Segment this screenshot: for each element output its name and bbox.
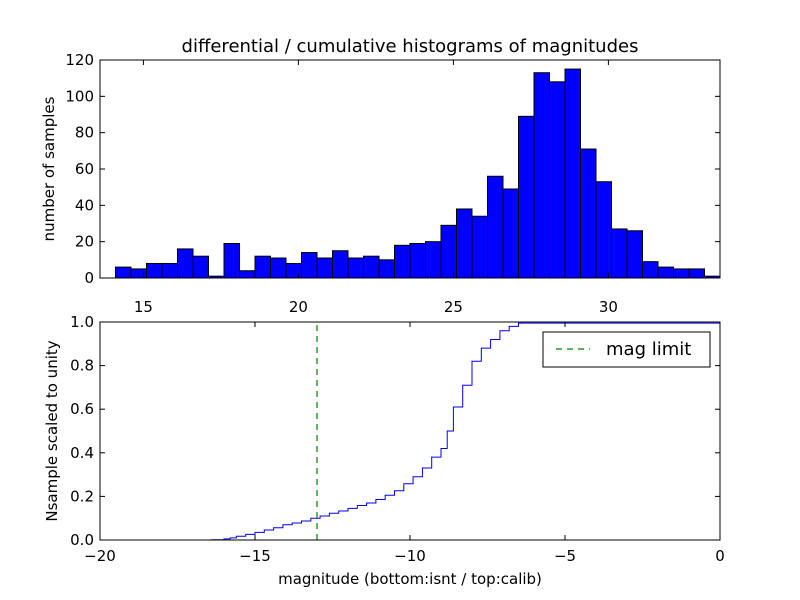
histogram-bar-2	[146, 262, 163, 279]
histogram-bar-14	[332, 250, 349, 279]
histogram-bar-13	[316, 257, 333, 279]
histogram-bar-33	[626, 230, 643, 279]
histogram-y-tick-label: 80	[75, 124, 94, 142]
histogram-bar-35	[657, 266, 674, 279]
histogram-bar-18	[394, 244, 411, 279]
histogram-bar-10	[270, 257, 287, 279]
cumulative-x-tick-label: −5	[554, 547, 576, 565]
cumulative-x-tick-label: −15	[239, 547, 271, 565]
histogram-y-ticks: 0 20 40 60 80 100 120	[65, 51, 720, 287]
histogram-bar-27	[533, 72, 550, 279]
histogram-bar-3	[161, 262, 178, 279]
cumulative-x-tick-label: −20	[84, 547, 116, 565]
histogram-y-tick-label: 60	[75, 160, 94, 178]
histogram-x-tick-label: 20	[289, 298, 308, 316]
histogram-bar-4	[177, 248, 194, 279]
histogram-bar-0	[115, 266, 132, 279]
legend: mag limit	[542, 331, 711, 368]
cumulative-x-ticks: −20 −15 −10 −5 0	[84, 322, 725, 565]
cumulative-y-tick-label: 0.4	[70, 444, 94, 462]
histogram-y-tick-label: 0	[84, 269, 94, 287]
histogram-x-tick-label: 15	[134, 298, 153, 316]
legend-label-mag-limit: mag limit	[606, 339, 691, 360]
histogram-bar-12	[301, 252, 318, 279]
histogram-bar-28	[549, 81, 566, 279]
cumulative-x-tick-label: 0	[715, 547, 725, 565]
histogram-y-tick-label: 20	[75, 233, 94, 251]
histogram-y-tick-label: 40	[75, 196, 94, 214]
histogram-y-tick-label: 100	[65, 87, 94, 105]
cumulative-x-tick-label: −10	[394, 547, 426, 565]
histogram-bar-17	[378, 259, 395, 279]
histogram-bar-32	[611, 228, 628, 279]
cumulative-chart: −20 −15 −10 −5 0 0.0 0.2 0.4 0.6 0.8 1.0 magnitud…	[43, 313, 725, 588]
cumulative-step-line	[100, 322, 720, 541]
cumulative-y-tick-label: 1.0	[70, 313, 94, 331]
histogram-bar-15	[347, 257, 364, 279]
histogram-bars	[115, 68, 721, 279]
histogram-bar-24	[487, 175, 504, 279]
histogram-x-tick-label: 30	[599, 298, 618, 316]
histogram-bar-21	[440, 224, 457, 279]
histogram-bar-16	[363, 255, 380, 279]
histogram-bar-1	[130, 268, 147, 279]
cumulative-series	[100, 322, 720, 541]
histogram-bar-19	[409, 242, 426, 279]
histogram-bar-8	[239, 270, 256, 279]
cumulative-y-tick-label: 0.8	[70, 357, 94, 375]
histogram-bar-26	[518, 115, 535, 279]
histogram-y-axis-label: number of samples	[40, 96, 58, 241]
histogram-bar-11	[285, 262, 302, 279]
histogram-chart: differential / cumulative histograms of …	[40, 36, 721, 316]
cumulative-x-axis-label: magnitude (bottom:isnt / top:calib)	[278, 570, 542, 588]
histogram-bar-34	[642, 261, 659, 279]
histogram-bar-22	[456, 208, 473, 279]
histogram-bar-5	[192, 255, 209, 279]
histogram-bar-25	[502, 188, 519, 279]
histogram-bar-23	[471, 215, 488, 279]
histogram-bar-29	[564, 68, 581, 279]
cumulative-y-axis-label: Nsample scaled to unity	[43, 340, 61, 521]
histogram-bar-36	[673, 268, 690, 279]
histogram-x-ticks: 15 20 25 30	[134, 60, 618, 316]
histogram-x-tick-label: 25	[444, 298, 463, 316]
cumulative-y-tick-label: 0.2	[70, 487, 94, 505]
cumulative-y-ticks: 0.0 0.2 0.4 0.6 0.8 1.0	[70, 313, 720, 549]
histogram-bar-9	[254, 255, 271, 279]
histogram-bar-37	[688, 268, 705, 279]
histogram-bar-20	[425, 241, 442, 279]
cumulative-y-tick-label: 0.6	[70, 400, 94, 418]
chart-title: differential / cumulative histograms of …	[182, 36, 639, 57]
histogram-bar-31	[595, 181, 612, 279]
histogram-bar-7	[223, 242, 240, 279]
histogram-y-tick-label: 120	[65, 51, 94, 69]
cumulative-y-tick-label: 0.0	[70, 531, 94, 549]
histogram-bar-30	[580, 148, 597, 279]
